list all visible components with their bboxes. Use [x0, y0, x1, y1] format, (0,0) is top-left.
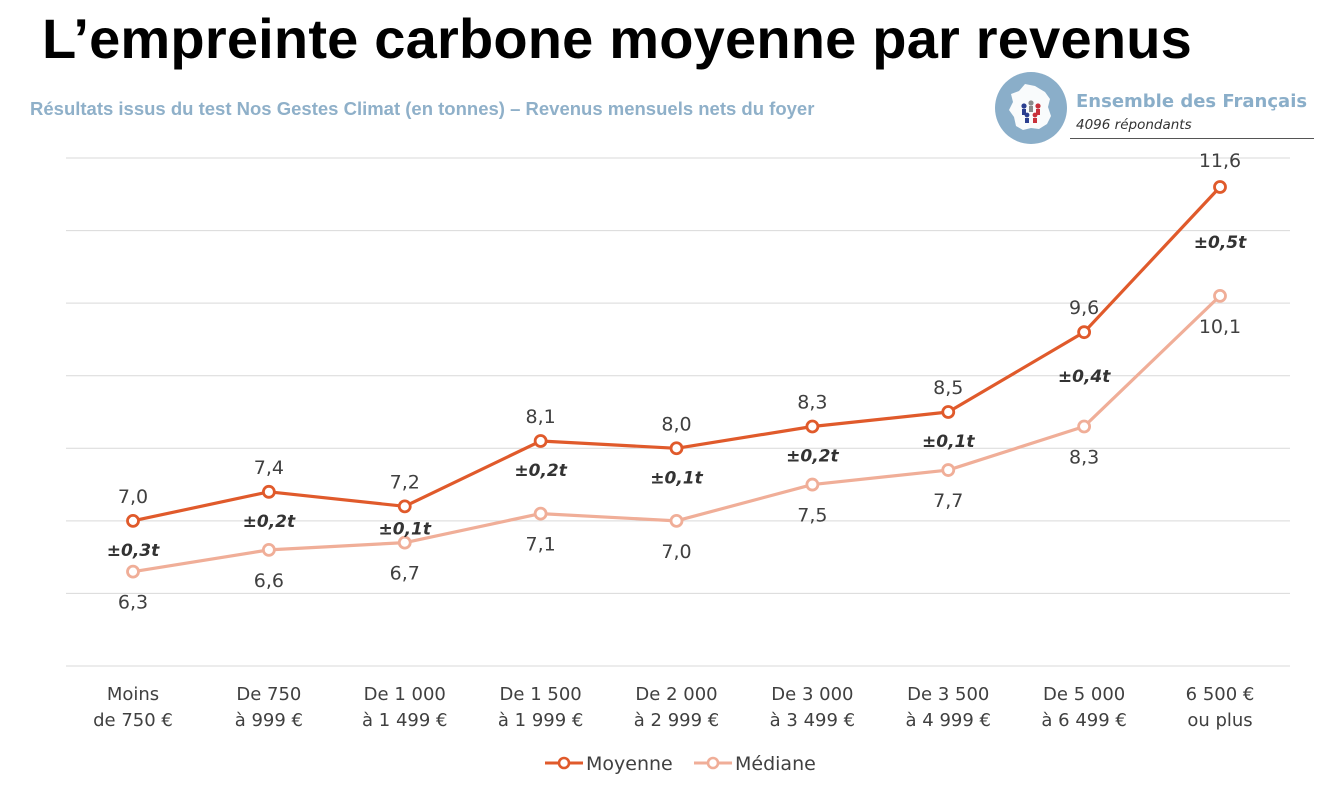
mediane-value-label: 7,0 [661, 541, 691, 563]
legend: Moyenne Médiane [545, 753, 816, 775]
x-tick-label: à 3 499 € [770, 710, 855, 731]
mediane-value-label: 6,7 [390, 563, 420, 585]
x-axis-labels: Moins de 750 € De 750 à 999 € De 1 000 à 1 49… [93, 684, 1254, 731]
moyenne-value-label: 9,6 [1069, 297, 1099, 319]
moyenne-error-label: ±0,1t [650, 468, 703, 488]
moyenne-point [261, 484, 276, 499]
badge-respondents: 4096 répondants [1076, 117, 1192, 133]
mediane-value-label: 7,5 [797, 505, 827, 527]
moyenne-point [126, 513, 140, 528]
x-tick-label: à 999 € [235, 710, 303, 731]
x-tick-label: 6 500 € [1186, 684, 1255, 705]
mediane-point [805, 477, 820, 492]
badge-divider [1070, 138, 1314, 139]
france-map-svg [1009, 84, 1051, 130]
series-points [126, 180, 1227, 579]
moyenne-value-label: 8,1 [526, 406, 556, 428]
moyenne-point [1213, 180, 1227, 194]
moyenne-error-label: ±0,5t [1194, 233, 1247, 253]
moyenne-value-label: 11,6 [1199, 150, 1241, 172]
moyenne-point [533, 434, 548, 448]
mediane-value-label: 7,7 [933, 490, 963, 512]
moyenne-error-label: ±0,2t [243, 512, 296, 532]
x-tick-label: De 2 000 [635, 684, 717, 705]
moyenne-point [669, 441, 684, 456]
data-labels: 7,0 ±0,3t 7,4 ±0,2t 7,2 ±0,1t 8,1 ±0,2t 8,0 ±0,1t… [107, 150, 1247, 614]
x-tick-label: à 2 999 € [634, 710, 719, 731]
chart-subtitle: Résultats issus du test Nos Gestes Clima… [30, 98, 815, 119]
france-map-icon [995, 72, 1067, 144]
mediane-value-label: 7,1 [526, 534, 556, 556]
mediane-point [941, 463, 956, 477]
legend-label: Médiane [735, 753, 816, 775]
mediane-value-label: 8,3 [1069, 447, 1099, 469]
moyenne-error-label: ±0,4t [1058, 367, 1111, 387]
mediane-value-label: 6,6 [254, 570, 284, 592]
moyenne-value-label: 8,3 [797, 392, 827, 414]
x-tick-label: De 5 000 [1043, 684, 1125, 705]
moyenne-value-label: 7,4 [254, 457, 284, 479]
legend-label: Moyenne [586, 753, 673, 775]
mediane-point [669, 513, 684, 528]
x-tick-label: De 1 500 [500, 684, 582, 705]
x-tick-label: de 750 € [93, 710, 173, 731]
moyenne-error-label: ±0,2t [514, 461, 567, 481]
mediane-point [1077, 419, 1092, 434]
x-tick-label: De 3 000 [771, 684, 853, 705]
x-tick-label: à 1 999 € [498, 710, 583, 731]
moyenne-error-label: ±0,1t [379, 519, 432, 539]
x-tick-label: à 6 499 € [1041, 710, 1126, 731]
x-tick-label: ou plus [1187, 710, 1252, 731]
x-tick-label: à 1 499 € [362, 710, 447, 731]
mediane-point [397, 535, 412, 550]
badge-title: Ensemble des Français [1076, 91, 1308, 112]
moyenne-point [941, 405, 956, 419]
moyenne-error-label: ±0,3t [107, 541, 160, 561]
mediane-point [1213, 288, 1227, 303]
mediane-point [261, 542, 276, 557]
moyenne-error-label: ±0,2t [786, 447, 839, 467]
moyenne-value-label: 8,0 [661, 413, 691, 435]
moyenne-value-label: 7,2 [390, 471, 420, 493]
moyenne-value-label: 8,5 [933, 377, 963, 399]
mediane-value-label: 10,1 [1199, 316, 1241, 338]
moyenne-point [1077, 325, 1092, 340]
people-glyphs [1021, 100, 1041, 123]
moyenne-point [397, 499, 412, 514]
mediane-point [126, 564, 140, 579]
mediane-value-label: 6,3 [118, 592, 148, 614]
x-tick-label: De 1 000 [364, 684, 446, 705]
moyenne-value-label: 7,0 [118, 486, 148, 508]
x-tick-label: Moins [107, 684, 159, 705]
legend-swatch-marker [557, 756, 571, 770]
x-tick-label: à 4 999 € [906, 710, 991, 731]
gridlines [66, 157, 1290, 667]
legend-swatch-marker [706, 756, 720, 770]
x-tick-label: De 3 500 [907, 684, 989, 705]
moyenne-point [805, 419, 820, 434]
mediane-point [533, 506, 548, 521]
moyenne-error-label: ±0,1t [922, 432, 975, 452]
x-tick-label: De 750 [236, 684, 301, 705]
page-title: L’empreinte carbone moyenne par revenus [42, 7, 1192, 70]
